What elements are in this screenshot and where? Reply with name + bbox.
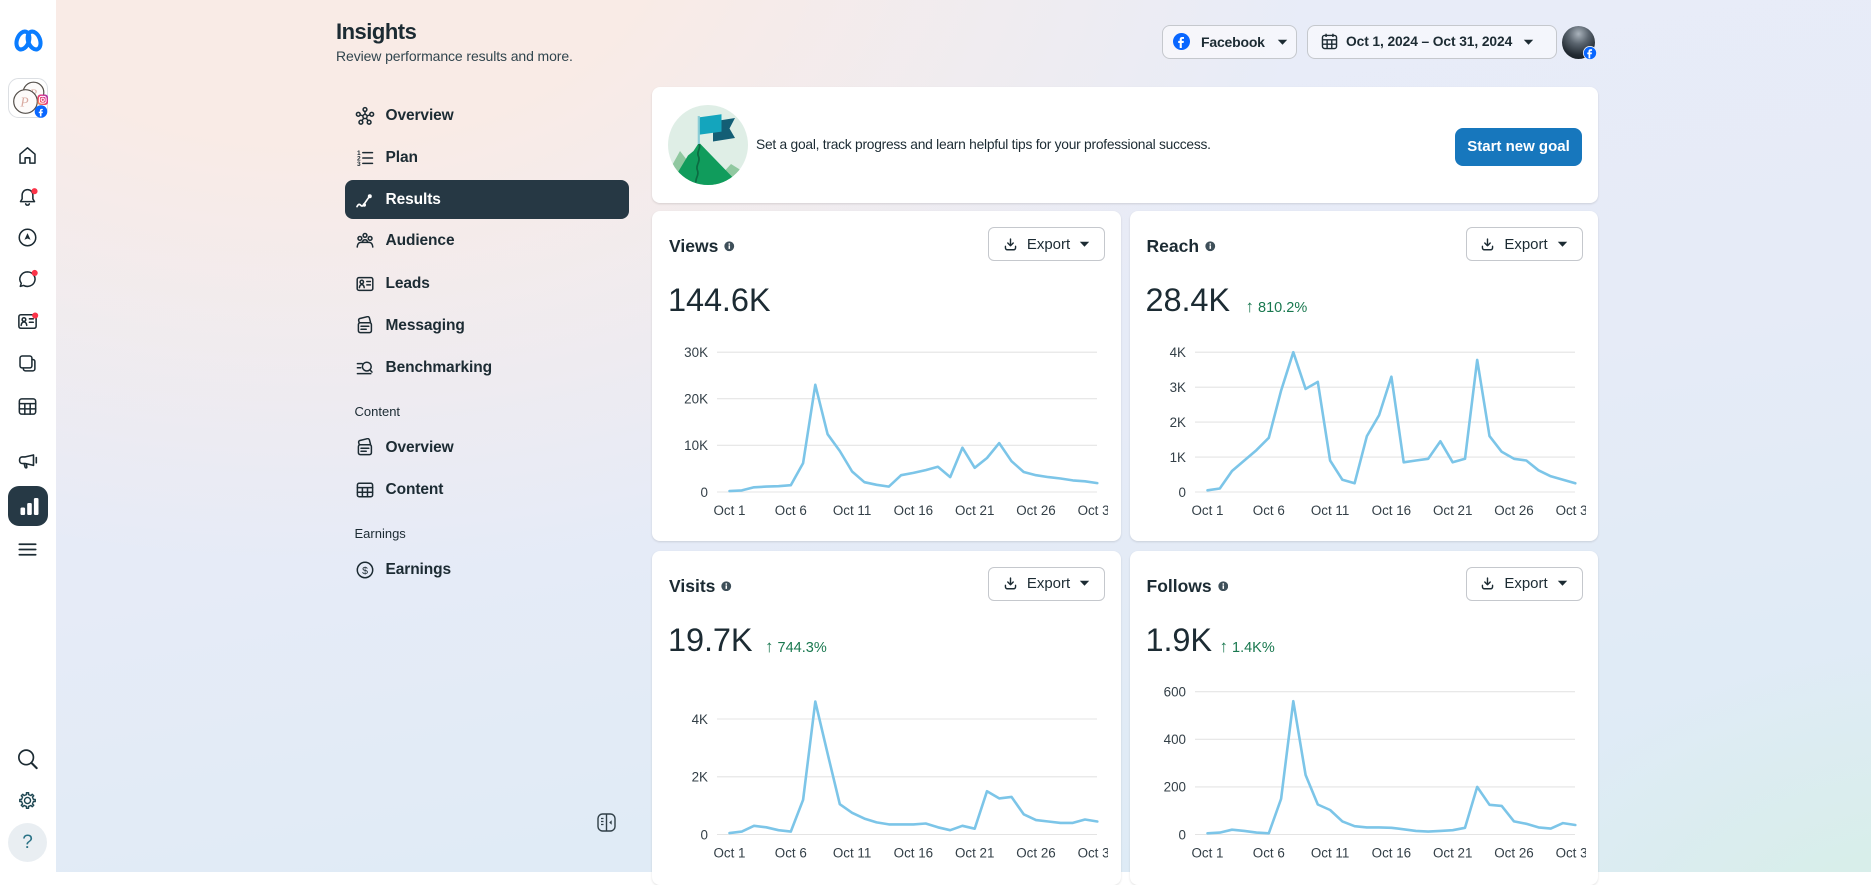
svg-text:Oct 21: Oct 21: [1432, 845, 1471, 860]
svg-text:Oct 16: Oct 16: [894, 503, 933, 518]
svg-text:4K: 4K: [692, 711, 708, 726]
svg-text:2K: 2K: [692, 769, 708, 784]
svg-text:Oct 1: Oct 1: [1191, 503, 1223, 518]
svg-text:Oct 31: Oct 31: [1078, 503, 1108, 518]
svg-text:0: 0: [701, 827, 708, 842]
svg-text:Oct 1: Oct 1: [714, 845, 746, 860]
svg-text:Oct 16: Oct 16: [1371, 845, 1410, 860]
svg-text:0: 0: [701, 485, 708, 500]
svg-text:Oct 31: Oct 31: [1555, 503, 1585, 518]
svg-text:Oct 6: Oct 6: [775, 845, 807, 860]
svg-text:Oct 21: Oct 21: [1432, 503, 1471, 518]
svg-text:Oct 11: Oct 11: [833, 845, 871, 860]
svg-text:Oct 6: Oct 6: [1252, 845, 1284, 860]
svg-text:Oct 1: Oct 1: [1191, 845, 1223, 860]
svg-text:Oct 11: Oct 11: [1310, 503, 1348, 518]
svg-text:20K: 20K: [684, 392, 708, 407]
svg-text:3: 3: [357, 161, 361, 168]
svg-text:Oct 31: Oct 31: [1078, 845, 1108, 860]
svg-text:Oct 11: Oct 11: [1310, 845, 1348, 860]
svg-text:Oct 6: Oct 6: [1252, 503, 1284, 518]
svg-text:Oct 11: Oct 11: [833, 503, 871, 518]
svg-text:4K: 4K: [1169, 345, 1185, 360]
svg-text:0: 0: [1178, 485, 1185, 500]
svg-text:P: P: [19, 95, 28, 110]
svg-text:Oct 6: Oct 6: [775, 503, 807, 518]
svg-text:Oct 21: Oct 21: [955, 845, 994, 860]
svg-text:2K: 2K: [1169, 415, 1185, 430]
svg-text:Oct 26: Oct 26: [1494, 845, 1533, 860]
svg-text:Oct 16: Oct 16: [1371, 503, 1410, 518]
svg-text:2: 2: [357, 156, 361, 163]
svg-text:Oct 1: Oct 1: [714, 503, 746, 518]
svg-text:Oct 26: Oct 26: [1016, 503, 1055, 518]
svg-text:1K: 1K: [1169, 450, 1185, 465]
svg-text:Oct 31: Oct 31: [1555, 845, 1585, 860]
svg-text:600: 600: [1163, 684, 1185, 699]
svg-text:Oct 26: Oct 26: [1494, 503, 1533, 518]
svg-text:$: $: [362, 565, 368, 577]
svg-text:3K: 3K: [1169, 380, 1185, 395]
svg-text:200: 200: [1163, 779, 1185, 794]
svg-text:1: 1: [357, 150, 361, 157]
svg-text:400: 400: [1163, 732, 1185, 747]
svg-text:Oct 16: Oct 16: [894, 845, 933, 860]
svg-text:30K: 30K: [684, 345, 708, 360]
svg-text:10K: 10K: [684, 438, 708, 453]
svg-text:Oct 21: Oct 21: [955, 503, 994, 518]
svg-text:0: 0: [1178, 827, 1185, 842]
svg-text:Oct 26: Oct 26: [1016, 845, 1055, 860]
